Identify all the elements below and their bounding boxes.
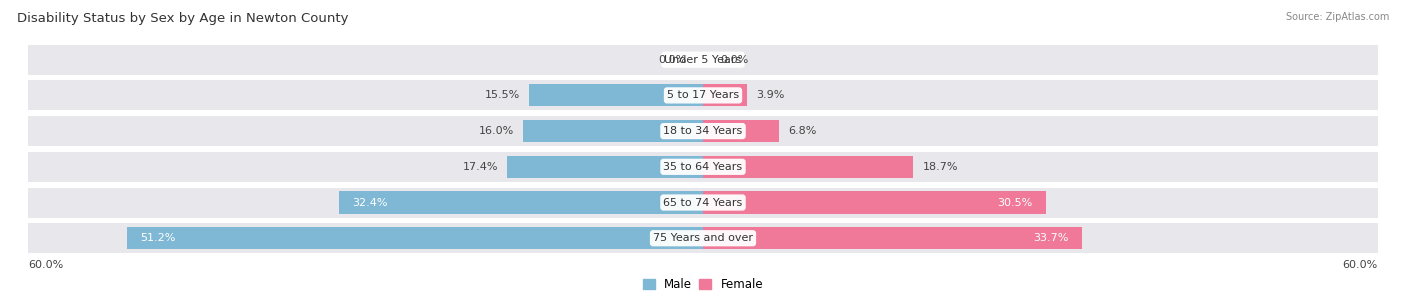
Text: 3.9%: 3.9% — [756, 90, 785, 100]
Bar — [523, 120, 703, 142]
Text: 65 to 74 Years: 65 to 74 Years — [664, 198, 742, 208]
Bar — [339, 192, 703, 214]
Bar — [703, 223, 1378, 253]
Text: 32.4%: 32.4% — [352, 198, 388, 208]
Text: 60.0%: 60.0% — [1343, 260, 1378, 270]
Text: 35 to 64 Years: 35 to 64 Years — [664, 162, 742, 172]
Text: 33.7%: 33.7% — [1033, 233, 1069, 243]
Bar — [703, 156, 914, 178]
Text: 16.0%: 16.0% — [479, 126, 515, 136]
Text: 15.5%: 15.5% — [485, 90, 520, 100]
Text: 18 to 34 Years: 18 to 34 Years — [664, 126, 742, 136]
Bar — [703, 188, 1378, 218]
Bar — [703, 84, 747, 106]
Bar — [703, 116, 1378, 146]
Bar — [703, 120, 779, 142]
Text: 17.4%: 17.4% — [463, 162, 498, 172]
Bar — [703, 152, 1378, 182]
Text: 0.0%: 0.0% — [658, 55, 686, 65]
Bar — [703, 80, 1378, 110]
Text: 30.5%: 30.5% — [997, 198, 1032, 208]
Text: 75 Years and over: 75 Years and over — [652, 233, 754, 243]
Text: 5 to 17 Years: 5 to 17 Years — [666, 90, 740, 100]
Text: 60.0%: 60.0% — [28, 260, 63, 270]
Bar — [529, 84, 703, 106]
Legend: Male, Female: Male, Female — [638, 274, 768, 296]
Bar — [127, 227, 703, 249]
Bar — [703, 227, 1083, 249]
Bar — [28, 45, 703, 75]
Bar — [703, 192, 1046, 214]
Text: Under 5 Years: Under 5 Years — [665, 55, 741, 65]
Bar — [28, 80, 703, 110]
Text: 0.0%: 0.0% — [720, 55, 748, 65]
Bar — [28, 188, 703, 218]
Text: 51.2%: 51.2% — [141, 233, 176, 243]
Bar — [28, 116, 703, 146]
Bar — [703, 45, 1378, 75]
Bar — [28, 223, 703, 253]
Text: Source: ZipAtlas.com: Source: ZipAtlas.com — [1285, 12, 1389, 22]
Text: Disability Status by Sex by Age in Newton County: Disability Status by Sex by Age in Newto… — [17, 12, 349, 25]
Text: 18.7%: 18.7% — [922, 162, 957, 172]
Bar — [508, 156, 703, 178]
Text: 6.8%: 6.8% — [789, 126, 817, 136]
Bar — [28, 152, 703, 182]
